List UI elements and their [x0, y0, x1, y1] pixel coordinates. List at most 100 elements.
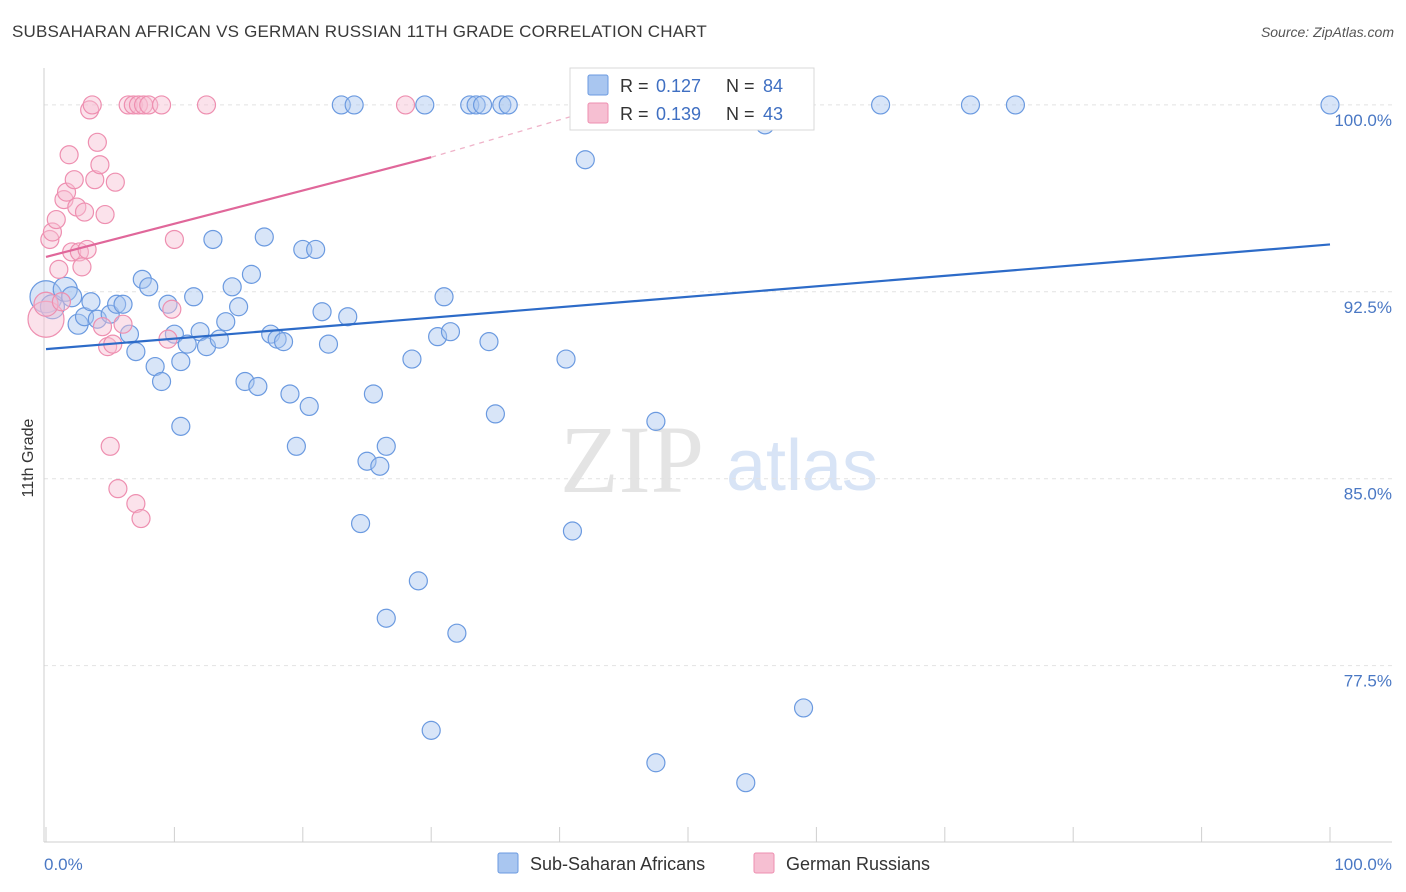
point-german-russian — [395, 95, 416, 115]
series-legend-swatch-pink — [753, 852, 775, 874]
point-german-russian — [82, 95, 102, 115]
point-sub-saharan — [492, 95, 512, 115]
stats-legend-swatch-pink — [587, 102, 609, 124]
point-german-russian — [128, 95, 149, 115]
point-german-russian — [113, 314, 133, 334]
point-german-russian — [100, 436, 120, 456]
point-sub-saharan — [344, 95, 364, 115]
point-sub-saharan — [299, 396, 319, 417]
stats-legend: R = 0.127 N = 84 R = 0.139 N = 43 — [569, 67, 815, 131]
point-sub-saharan — [107, 294, 127, 314]
point-sub-saharan — [1005, 95, 1026, 115]
series-legend-label-blue: Sub-Saharan Africans — [530, 854, 705, 874]
point-sub-saharan — [376, 608, 396, 628]
point-sub-saharan — [241, 264, 262, 284]
point-german-russian — [80, 100, 100, 120]
point-sub-saharan — [132, 269, 152, 289]
stats-legend-n-label-1: N = — [726, 76, 755, 96]
point-sub-saharan — [171, 351, 191, 372]
point-german-russian — [64, 170, 84, 190]
point-sub-saharan — [280, 384, 300, 404]
point-sub-saharan — [171, 416, 191, 436]
y-tick-label: 85.0% — [1344, 485, 1392, 504]
stats-legend-n-label-2: N = — [726, 104, 755, 124]
point-sub-saharan — [222, 277, 242, 297]
point-sub-saharan — [177, 334, 197, 354]
point-sub-saharan — [350, 513, 371, 534]
y-tick-label: 77.5% — [1344, 672, 1392, 691]
point-sub-saharan — [960, 95, 981, 115]
point-sub-saharan — [67, 313, 89, 335]
point-sub-saharan — [286, 436, 306, 456]
point-sub-saharan — [575, 150, 595, 170]
point-sub-saharan — [415, 95, 435, 115]
point-german-russian — [59, 145, 79, 165]
point-sub-saharan — [151, 371, 172, 392]
point-sub-saharan — [870, 95, 891, 115]
point-sub-saharan — [248, 376, 268, 397]
point-sub-saharan — [229, 297, 249, 317]
point-german-russian — [77, 239, 97, 260]
point-german-russian — [105, 172, 125, 192]
point-sub-saharan — [428, 327, 448, 347]
x-tick-label-min: 0.0% — [44, 855, 83, 874]
point-german-russian — [40, 229, 60, 250]
y-tick-label: 92.5% — [1344, 298, 1392, 317]
chart-title: SUBSAHARAN AFRICAN VS GERMAN RUSSIAN 11T… — [12, 22, 708, 41]
series-legend-label-pink: German Russians — [786, 854, 930, 874]
point-sub-saharan — [81, 292, 101, 312]
point-sub-saharan — [184, 287, 204, 307]
point-german-russian — [90, 155, 110, 175]
point-german-russian — [131, 508, 151, 529]
point-german-russian — [118, 95, 138, 115]
point-sub-saharan — [793, 698, 814, 718]
point-german-russian — [123, 95, 143, 115]
point-sub-saharan — [370, 456, 390, 476]
point-german-russian — [49, 259, 69, 279]
point-sub-saharan — [408, 571, 428, 591]
point-sub-saharan — [479, 332, 499, 352]
point-german-russian — [95, 204, 115, 225]
point-sub-saharan — [447, 623, 467, 643]
point-german-russian — [87, 132, 107, 152]
point-sub-saharan — [254, 227, 274, 247]
point-sub-saharan — [434, 287, 454, 307]
point-german-russian — [27, 300, 65, 338]
x-tick-label-max: 100.0% — [1334, 855, 1392, 874]
point-german-russian — [42, 222, 63, 242]
point-german-russian — [51, 292, 72, 312]
point-sub-saharan — [376, 436, 396, 456]
point-sub-saharan — [1320, 95, 1340, 115]
point-sub-saharan — [363, 384, 384, 404]
stats-legend-r-value-2: 0.139 — [656, 104, 701, 124]
point-sub-saharan — [113, 294, 133, 314]
stats-legend-n-value-1: 84 — [763, 76, 783, 96]
stats-legend-n-value-2: 43 — [763, 104, 783, 124]
point-german-russian — [151, 95, 172, 115]
y-tick-label: 100.0% — [1334, 111, 1392, 130]
point-german-russian — [98, 337, 118, 357]
point-sub-saharan — [209, 329, 229, 349]
point-german-russian — [46, 209, 66, 230]
watermark-zip: ZIP — [560, 406, 704, 513]
stats-legend-r-value-1: 0.127 — [656, 76, 701, 96]
point-sub-saharan — [498, 95, 518, 115]
point-sub-saharan — [421, 720, 441, 740]
point-sub-saharan — [216, 312, 236, 332]
point-sub-saharan — [556, 349, 576, 369]
point-sub-saharan — [472, 95, 493, 115]
point-sub-saharan — [306, 239, 326, 260]
point-sub-saharan — [357, 451, 377, 471]
point-german-russian — [162, 299, 182, 319]
point-sub-saharan — [273, 332, 294, 352]
point-sub-saharan — [466, 95, 486, 115]
point-sub-saharan — [646, 753, 666, 773]
point-sub-saharan — [646, 411, 666, 431]
point-german-russian — [74, 202, 95, 222]
point-german-russian — [85, 170, 105, 190]
stats-legend-swatch-blue — [587, 74, 609, 96]
trend-line-german-russian — [45, 156, 432, 258]
point-sub-saharan — [139, 277, 159, 297]
trend-line-sub-saharan — [45, 243, 1331, 351]
y-axis-title: 11th Grade — [20, 418, 37, 497]
